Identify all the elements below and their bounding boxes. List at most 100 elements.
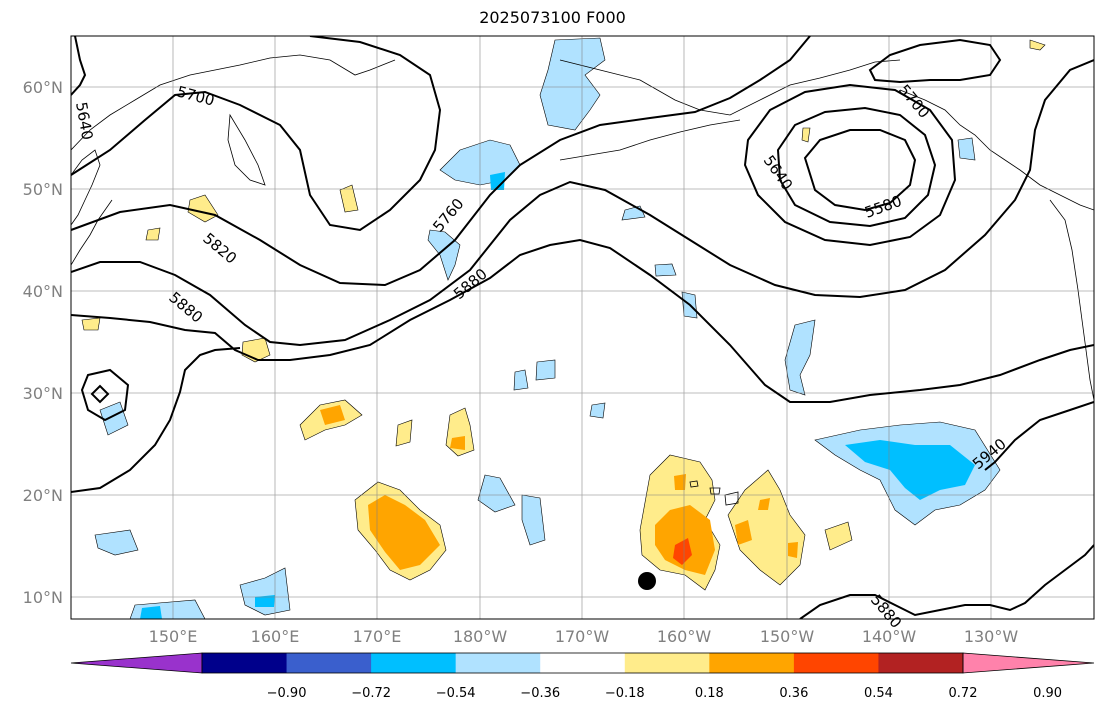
colorbar-tick-label: 0.90 (1033, 686, 1062, 701)
shade-region (845, 440, 975, 500)
graticule (71, 36, 1094, 619)
shade-region (784, 319, 816, 396)
lat-tick-label: 30°N (23, 384, 63, 403)
shade-region (824, 521, 853, 551)
colorbar-tick-label: 0.72 (949, 686, 978, 701)
lon-tick-label: 150°E (149, 627, 198, 646)
contour-5940 (984, 401, 1094, 471)
colorbar-extend-min (70, 652, 203, 674)
colorbar-labels: −0.90 −0.72 −0.54 −0.36 −0.18 0.18 0.36 0.54 0.7… (267, 686, 1062, 701)
coastline-hawaii-big (724, 491, 739, 506)
coastline-hawaii-maui (709, 487, 721, 495)
lon-tick-label: 170°W (555, 627, 610, 646)
strong-negative-anomaly-shading (140, 172, 975, 619)
lat-tick-label: 10°N (23, 588, 63, 607)
shade-region (801, 127, 811, 143)
contour-5640-west (71, 36, 87, 96)
colorbar-tick-label: 0.54 (864, 686, 893, 701)
storm-center-marker (638, 572, 656, 590)
shade-region (239, 567, 291, 616)
colorbar-tick-label: −0.72 (351, 686, 391, 701)
lon-tick-label: 150°W (760, 627, 815, 646)
shade-region (535, 359, 556, 381)
colorbar-segment (624, 653, 710, 673)
shade-region (513, 369, 529, 391)
strong-positive-anomaly-shading (320, 405, 798, 575)
shade-region (788, 542, 798, 558)
coastline-kuril (71, 199, 113, 266)
latitude-labels: 60°N 50°N 40°N 30°N 20°N 10°N (23, 78, 63, 607)
map-content (71, 36, 1094, 619)
colorbar-segment (286, 653, 372, 673)
shade-region (140, 606, 162, 619)
contour-5700-low (743, 83, 957, 247)
contour-5880-west (71, 238, 1094, 403)
shade-region (368, 495, 440, 570)
contour-5880-southwest (71, 347, 241, 493)
contour-small-high-ring (80, 368, 130, 422)
colorbar-tick-label: 0.18 (695, 686, 724, 701)
shade-region (81, 317, 101, 331)
shade-region (477, 474, 516, 513)
height-contours (71, 36, 1094, 619)
contour-5760 (71, 36, 811, 287)
lon-tick-label: 160°W (657, 627, 712, 646)
colorbar-segment (878, 653, 964, 673)
contour-5820 (71, 59, 1094, 347)
colorbar-tick-label: −0.18 (605, 686, 645, 701)
coastline-kamchatka (227, 113, 266, 186)
colorbar-segment (793, 653, 879, 673)
colorbar-segment (540, 653, 626, 673)
lon-tick-label: 180°W (453, 627, 508, 646)
coastline-bc-coast (1049, 199, 1094, 401)
shade-region (758, 498, 770, 510)
shade-region (145, 227, 161, 241)
contour-5580-low (803, 129, 917, 212)
shade-region (521, 494, 546, 546)
colorbar-tick-label: −0.36 (520, 686, 560, 701)
shade-region (654, 263, 677, 277)
coastline-aleutians (559, 119, 741, 161)
colorbar-extend-max (962, 652, 1095, 674)
shade-region (673, 538, 692, 565)
longitude-labels: 150°E 160°E 170°E 180°W 170°W 160°W 150°… (149, 627, 1019, 646)
shade-region (490, 172, 505, 190)
contour-5700-west (71, 36, 442, 232)
shade-region (450, 436, 465, 450)
map-frame (70, 35, 1095, 620)
coastline-hawaii-oahu (689, 480, 699, 488)
coastline-gulf-alaska (899, 89, 1094, 211)
lat-tick-label: 20°N (23, 486, 63, 505)
shade-region (674, 474, 686, 490)
colorbar-tick-label: 0.36 (779, 686, 808, 701)
shade-region (735, 520, 752, 545)
colorbar-segment (371, 653, 457, 673)
map-title: 2025073100 F000 (479, 8, 626, 27)
lon-tick-label: 160°E (251, 627, 300, 646)
colorbar-tick-label: −0.54 (436, 686, 476, 701)
lat-tick-label: 40°N (23, 282, 63, 301)
shade-region (727, 469, 806, 586)
coastlines (71, 54, 1094, 506)
lon-tick-label: 170°E (353, 627, 402, 646)
colorbar-segment (709, 653, 795, 673)
shade-region (255, 595, 275, 607)
colorbar-segment (202, 653, 288, 673)
lon-tick-label: 140°W (862, 627, 917, 646)
shade-region (94, 529, 139, 556)
shade-region (99, 401, 129, 436)
contour-5880-southeast (799, 544, 1094, 619)
coastline-asia (71, 54, 396, 151)
lon-tick-label: 130°W (964, 627, 1019, 646)
lat-tick-label: 50°N (23, 180, 63, 199)
shade-region (320, 405, 345, 425)
shade-region (395, 419, 413, 447)
contour-small-high-diamond (90, 384, 110, 404)
coastline-japan (71, 149, 101, 226)
shade-region (589, 402, 606, 419)
shade-region (339, 184, 359, 213)
contour-5640-low (776, 106, 937, 228)
colorbar-tick-label: −0.90 (267, 686, 307, 701)
colorbar (70, 652, 1095, 674)
